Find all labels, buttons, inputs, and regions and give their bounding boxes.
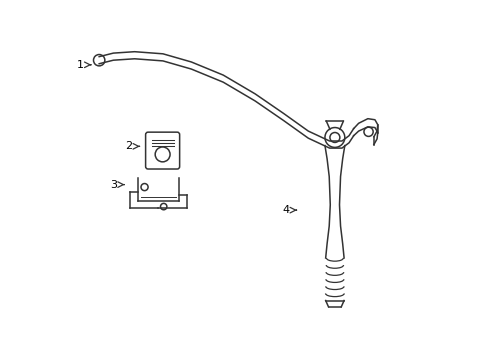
Text: 1: 1 [77, 60, 83, 70]
Text: 2: 2 [125, 141, 132, 151]
Text: 4: 4 [282, 205, 288, 215]
Text: 3: 3 [110, 180, 117, 190]
